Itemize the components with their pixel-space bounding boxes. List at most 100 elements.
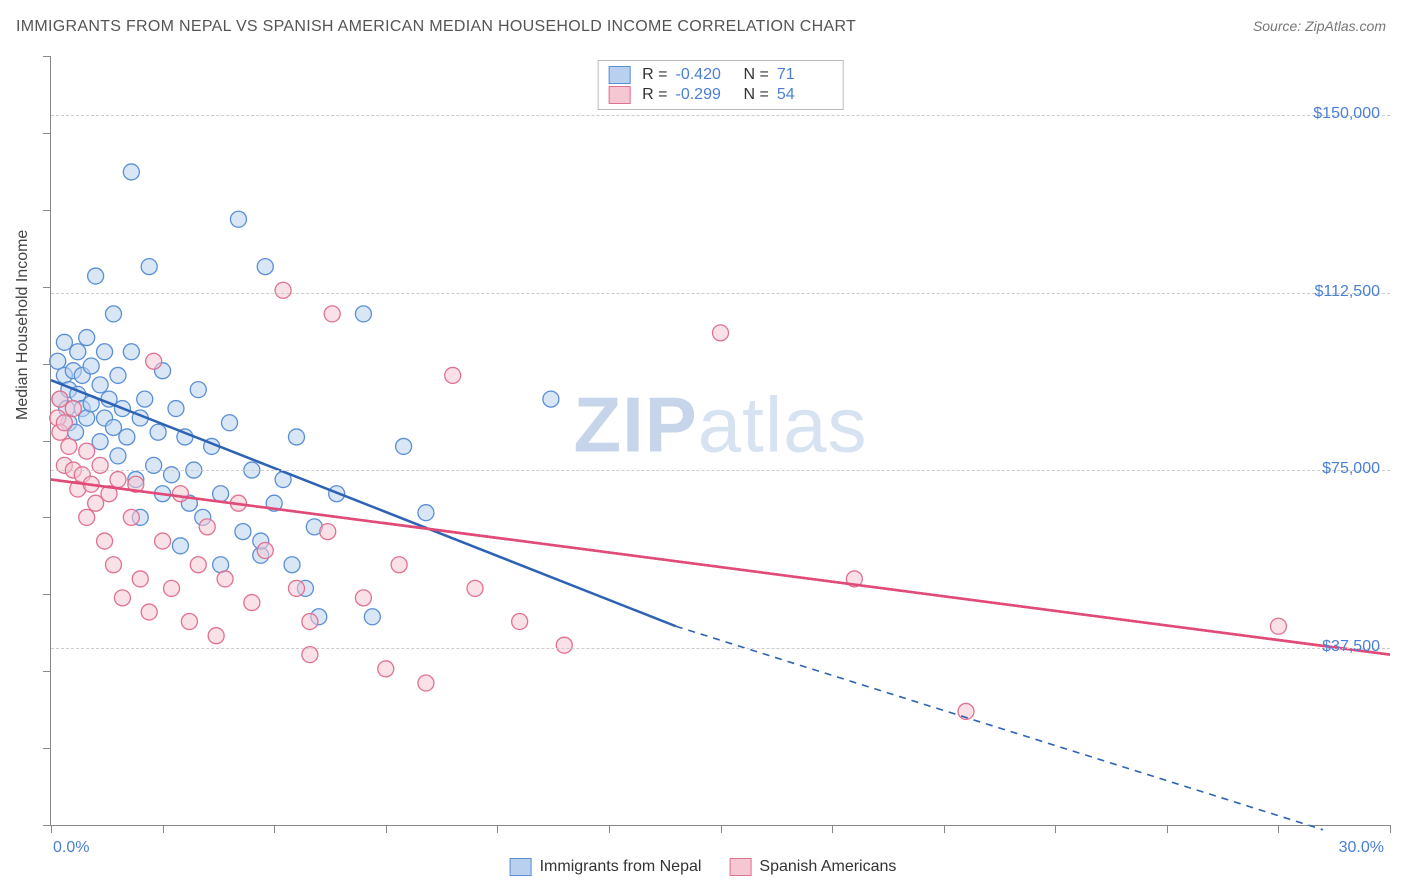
x-tick [609,825,610,833]
series-legend: Immigrants from Nepal Spanish Americans [510,858,897,876]
plot-area: ZIPatlas R = -0.420 N = 71 R = -0.299 N … [50,56,1390,826]
data-point [56,334,72,350]
data-point [70,344,86,360]
data-point [217,571,233,587]
x-tick [1055,825,1056,833]
data-point [1270,618,1286,634]
data-point [275,282,291,298]
data-point [164,580,180,596]
data-point [65,401,81,417]
x-tick [832,825,833,833]
data-point [302,647,318,663]
data-point [79,410,95,426]
data-point [79,509,95,525]
data-point [244,595,260,611]
data-point [123,344,139,360]
data-point [97,533,113,549]
legend-label-series1: Immigrants from Nepal [540,858,702,876]
data-point [467,580,483,596]
data-point [396,438,412,454]
data-point [141,604,157,620]
chart-title: IMMIGRANTS FROM NEPAL VS SPANISH AMERICA… [16,18,856,36]
y-tick [43,210,51,211]
data-point [114,590,130,606]
data-point [56,415,72,431]
data-point [288,580,304,596]
r-label: R = [642,86,667,104]
r-value-series1: -0.420 [676,66,732,84]
data-point [235,524,251,540]
data-point [88,495,104,511]
correlation-legend: R = -0.420 N = 71 R = -0.299 N = 54 [597,60,844,110]
r-label: R = [642,66,667,84]
data-point [110,448,126,464]
x-tick [274,825,275,833]
swatch-series2 [729,858,751,876]
x-tick [721,825,722,833]
data-point [83,358,99,374]
x-tick [1390,825,1391,833]
y-tick [43,364,51,365]
data-point [110,472,126,488]
y-tick-label: $75,000 [1322,460,1380,478]
source-attribution: Source: ZipAtlas.com [1253,18,1386,34]
data-point [355,590,371,606]
data-point [172,538,188,554]
data-point [92,434,108,450]
data-point [378,661,394,677]
data-point [190,382,206,398]
data-point [105,557,121,573]
data-point [52,391,68,407]
y-tick-label: $37,500 [1322,638,1380,656]
data-point [123,164,139,180]
data-point [50,353,66,369]
n-value-series1: 71 [777,66,833,84]
data-point [61,438,77,454]
legend-label-series2: Spanish Americans [759,858,896,876]
swatch-series2 [608,86,630,104]
x-tick [163,825,164,833]
y-tick [43,748,51,749]
y-tick-label: $150,000 [1313,105,1380,123]
trend-line [51,480,1390,655]
swatch-series1 [608,66,630,84]
x-tick-label-min: 0.0% [53,839,89,857]
y-tick [43,56,51,57]
data-point [302,614,318,630]
y-tick-label: $112,500 [1314,283,1380,301]
gridline [51,648,1390,649]
legend-item-series2: Spanish Americans [729,858,896,876]
data-point [418,675,434,691]
data-point [155,533,171,549]
data-point [257,543,273,559]
data-point [97,344,113,360]
n-value-series2: 54 [777,86,833,104]
gridline [51,470,1390,471]
y-tick [43,133,51,134]
data-point [713,325,729,341]
data-point [324,306,340,322]
legend-row-series2: R = -0.299 N = 54 [608,85,833,105]
data-point [257,259,273,275]
data-point [543,391,559,407]
data-point [119,429,135,445]
x-tick-label-max: 30.0% [1339,839,1384,857]
data-point [445,367,461,383]
data-point [284,557,300,573]
x-tick [497,825,498,833]
x-tick [944,825,945,833]
n-label: N = [744,86,769,104]
r-value-series2: -0.299 [676,86,732,104]
swatch-series1 [510,858,532,876]
data-point [208,628,224,644]
data-point [141,259,157,275]
data-point [132,571,148,587]
gridline [51,293,1390,294]
data-point [79,330,95,346]
legend-item-series1: Immigrants from Nepal [510,858,702,876]
data-point [364,609,380,625]
y-tick [43,287,51,288]
x-tick [51,825,52,833]
chart-svg [51,56,1390,825]
data-point [288,429,304,445]
